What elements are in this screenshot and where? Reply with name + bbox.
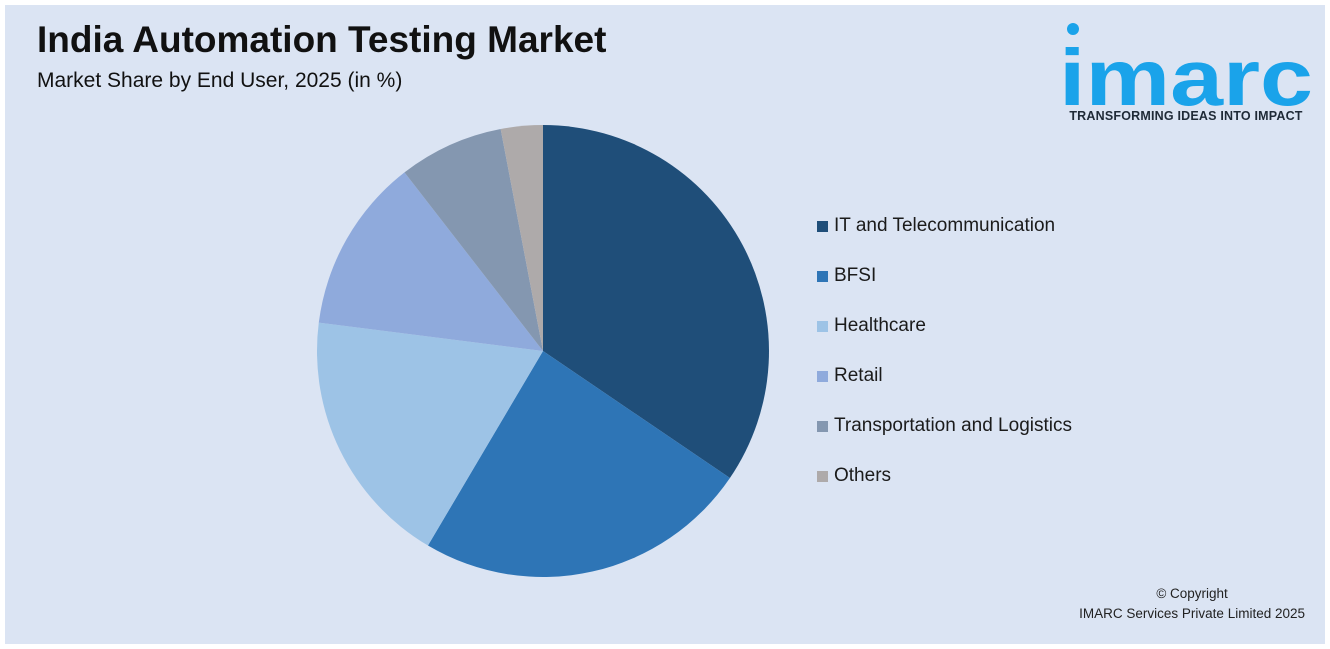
legend-swatch <box>817 220 828 232</box>
legend-item: Healthcare <box>817 301 1072 351</box>
legend-item: Others <box>817 451 1072 501</box>
logo-wordmark: imarc <box>1059 33 1313 122</box>
legend-label: IT and Telecommunication <box>834 215 1056 236</box>
legend-swatch <box>817 320 828 332</box>
legend-item: Retail <box>817 351 1072 401</box>
pie-slice-it-and-telecommunication <box>543 125 769 479</box>
legend-label: BFSI <box>834 265 877 286</box>
chart-legend: IT and Telecommunication BFSI Healthcare Re… <box>817 201 1072 501</box>
legend-swatch <box>817 420 828 432</box>
copyright-line-2: IMARC Services Private Limited 2025 <box>1079 606 1305 621</box>
legend-swatch <box>817 370 828 382</box>
legend-item: IT and Telecommunication <box>817 201 1072 251</box>
pie-slice-retail <box>318 172 543 351</box>
logo-dot <box>1067 23 1079 35</box>
pie-slice-transportation-and-logistics <box>404 129 543 351</box>
copyright-notice: © Copyright IMARC Services Private Limit… <box>1079 584 1305 624</box>
legend-swatch <box>817 470 828 482</box>
imarc-logo: imarc <box>1059 23 1313 122</box>
legend-label: Healthcare <box>834 315 926 336</box>
legend-item: BFSI <box>817 251 1072 301</box>
legend-label: Retail <box>834 365 883 386</box>
chart-subtitle: Market Share by End User, 2025 (in %) <box>37 69 403 92</box>
logo-tagline: TRANSFORMING IDEAS INTO IMPACT <box>1069 109 1303 123</box>
legend-label: Transportation and Logistics <box>834 415 1072 436</box>
legend-swatch <box>817 270 828 282</box>
chart-frame: India Automation Testing Market Market S… <box>5 5 1325 644</box>
chart-title: India Automation Testing Market <box>37 19 607 60</box>
pie-chart <box>316 125 769 577</box>
pie-slice-bfsi <box>427 351 730 577</box>
legend-label: Others <box>834 465 892 486</box>
pie-slice-others <box>500 125 543 351</box>
pie-slice-healthcare <box>316 322 543 546</box>
legend-item: Transportation and Logistics <box>817 401 1072 451</box>
copyright-line-1: © Copyright <box>1156 586 1228 601</box>
